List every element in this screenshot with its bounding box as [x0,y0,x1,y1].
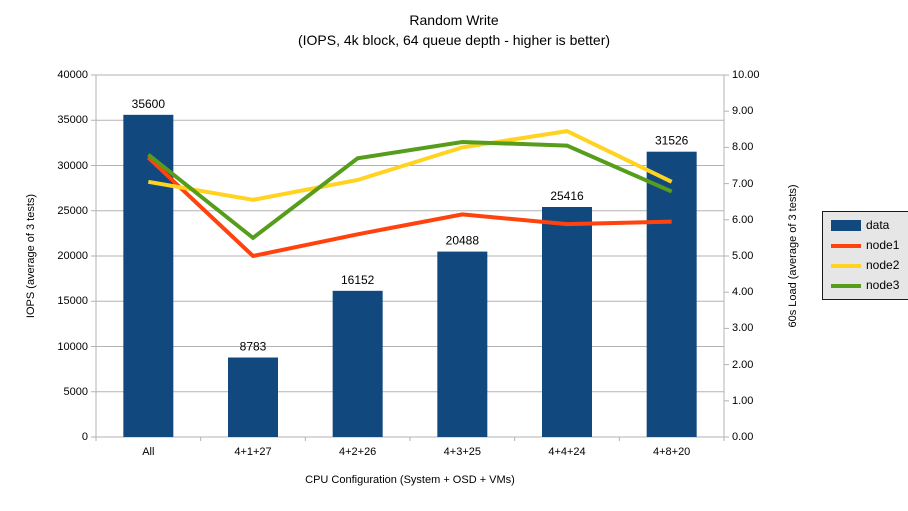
legend-label: node1 [866,238,900,252]
right-tick-2.00: 2.00 [732,358,754,371]
left-tick-15000: 15000 [57,295,88,308]
left-tick-40000: 40000 [57,69,88,81]
left-tick-30000: 30000 [57,159,88,172]
legend-item-node2: node2 [831,259,899,272]
legend-swatch-node1 [831,243,861,248]
chart-title: Random Write [409,12,499,28]
x-category-4+1+27: 4+1+27 [234,446,272,458]
right-tick-8.00: 8.00 [732,141,754,154]
legend-item-data: data [831,219,899,232]
right-tick-5.00: 5.00 [732,250,754,262]
bar-4+8+20 [646,151,697,437]
right-tick-6.00: 6.00 [732,213,754,226]
bar-value-label: 31526 [655,134,689,148]
right-tick-3.00: 3.00 [732,322,754,335]
right-tick-9.00: 9.00 [732,105,754,118]
legend-swatch-node2 [831,263,861,268]
bar-value-label: 8783 [240,340,267,354]
right-tick-7.00: 7.00 [732,177,754,190]
bar-value-label: 25416 [550,189,584,203]
legend: data node1 node2 node3 [822,211,908,300]
line-series-node3 [147,139,673,241]
bar-4+3+25 [437,251,488,437]
left-tick-20000: 20000 [57,250,88,262]
bar-4+1+27 [228,357,278,437]
right-tick-1.00: 1.00 [732,394,754,407]
x-category-4+2+26: 4+2+26 [338,446,377,458]
left-tick-0: 0 [81,431,88,443]
bar-value-label: 20488 [446,234,480,248]
bar-All [123,114,174,437]
bar-4+2+26 [332,290,383,437]
bar-value-label: 16152 [341,273,375,287]
x-axis-title: CPU Configuration (System + OSD + VMs) [305,474,515,486]
right-tick-10.00: 10.00 [732,69,760,81]
x-category-4+3+25: 4+3+25 [443,446,481,458]
legend-label: node2 [866,258,900,272]
chart-title-block: Random Write (IOPS, 4k block, 64 queue d… [0,10,908,50]
x-category-All: All [142,446,155,458]
x-category-4+4+24: 4+4+24 [548,446,586,458]
right-tick-4.00: 4.00 [732,286,754,299]
x-category-4+8+20: 4+8+20 [652,446,691,458]
left-tick-25000: 25000 [57,204,88,217]
left-tick-35000: 35000 [57,114,88,127]
legend-item-node3: node3 [831,279,899,292]
legend-swatch-node3 [831,283,861,288]
right-tick-0.00: 0.00 [732,431,754,443]
legend-swatch-data [831,220,861,231]
left-axis-title: IOPS (average of 3 tests) [25,193,37,319]
left-tick-5000: 5000 [63,385,88,398]
chart-subtitle: (IOPS, 4k block, 64 queue depth - higher… [297,32,611,48]
legend-label: node3 [866,278,900,292]
right-axis-title: 60s Load (average of 3 tests) [787,184,799,328]
legend-item-node1: node1 [831,239,899,252]
legend-label: data [866,218,890,232]
line-series-node1 [146,156,672,259]
bar-value-label: 35600 [132,97,166,111]
line-series-node2 [147,129,673,202]
left-tick-10000: 10000 [57,340,88,353]
bar-4+4+24 [542,206,592,437]
